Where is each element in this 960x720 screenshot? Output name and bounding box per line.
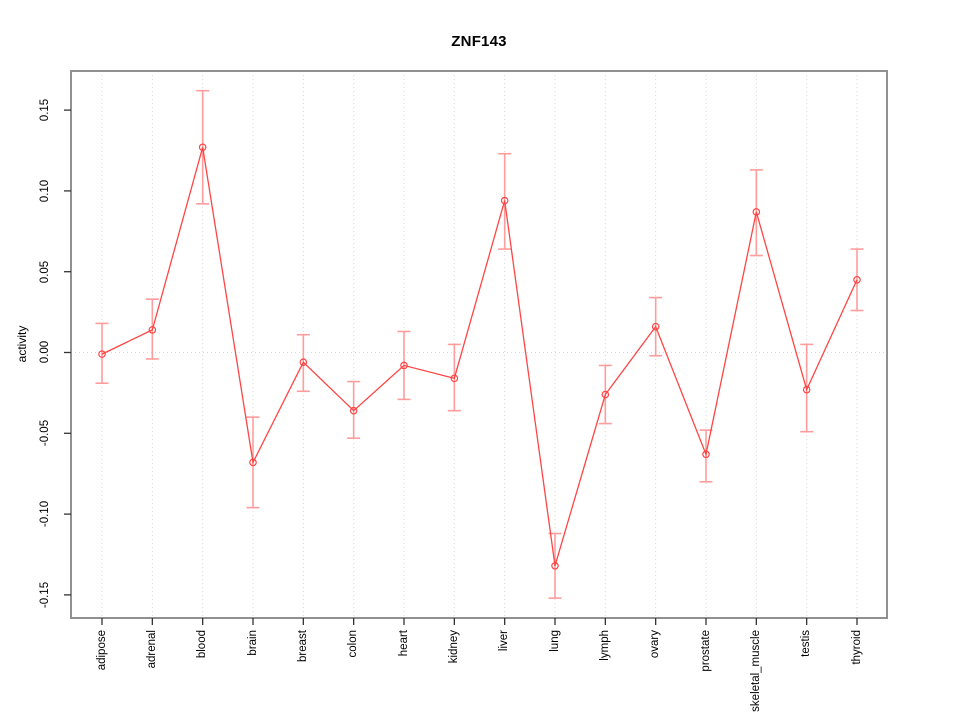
x-tick-label-blood: blood — [196, 630, 209, 659]
data-point-testis — [802, 385, 811, 394]
data-point-thyroid — [853, 275, 861, 284]
x-tick-label-adrenal: adrenal — [145, 630, 158, 669]
x-tick-label-lung: lung — [548, 630, 561, 652]
y-tick-label: -0.10 — [39, 500, 51, 528]
data-point-ovary — [651, 322, 660, 331]
data-point-adipose — [98, 350, 106, 358]
data-point-breast — [299, 358, 308, 366]
data-point-blood — [198, 143, 207, 152]
data-point-skeletal_muscle — [752, 208, 761, 216]
data-point-colon — [349, 406, 358, 415]
x-tick-label-adipose: adipose — [95, 630, 108, 671]
y-tick-label: 0.05 — [39, 260, 51, 283]
y-tick-label: -0.15 — [39, 581, 51, 608]
data-point-lymph — [601, 390, 610, 399]
x-tick-label-thyroid: thyroid — [850, 630, 863, 665]
y-tick-label: 0.10 — [39, 179, 51, 203]
data-point-prostate — [702, 450, 710, 459]
x-tick-label-breast: breast — [296, 630, 309, 662]
chart-title: ZNF143 — [451, 33, 507, 50]
plot-area — [70, 70, 888, 619]
x-tick-label-testis: testis — [800, 630, 813, 657]
data-point-brain — [249, 458, 257, 467]
x-tick-label-colon: colon — [347, 630, 360, 658]
data-point-heart — [400, 361, 408, 370]
x-tick-label-lymph: lymph — [598, 630, 611, 661]
x-tick-label-skeletal_muscle: skeletal_muscle — [749, 630, 762, 712]
x-tick-label-prostate: prostate — [699, 630, 712, 672]
x-tick-label-brain: brain — [246, 630, 259, 656]
y-tick-label: 0.00 — [39, 341, 51, 364]
y-tick-label: -0.05 — [39, 420, 51, 447]
data-point-liver — [500, 196, 509, 205]
data-point-adrenal — [148, 326, 157, 334]
x-tick-label-kidney: kidney — [447, 630, 460, 664]
series-line — [101, 147, 858, 566]
y-tick-label: 0.15 — [39, 98, 51, 122]
data-point-lung — [551, 562, 559, 570]
data-point-kidney — [450, 374, 459, 383]
x-tick-label-heart: heart — [397, 630, 410, 657]
x-tick-label-ovary: ovary — [649, 630, 662, 659]
x-tick-label-liver: liver — [498, 630, 511, 652]
